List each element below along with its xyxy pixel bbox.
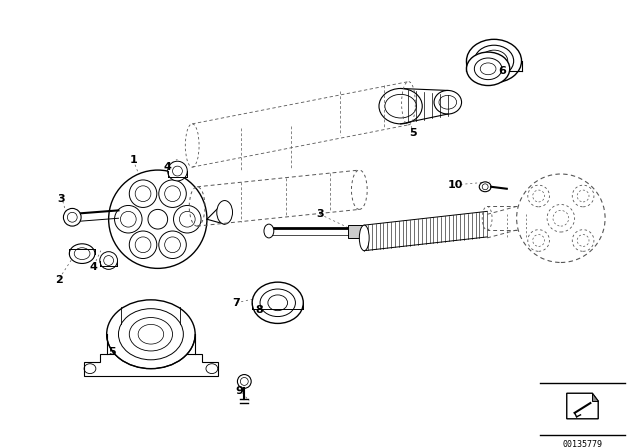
Text: 00135779: 00135779: [563, 440, 602, 448]
Ellipse shape: [168, 161, 188, 181]
Text: 3: 3: [58, 194, 65, 203]
Ellipse shape: [63, 208, 81, 226]
Text: 1: 1: [129, 155, 137, 165]
Ellipse shape: [148, 209, 168, 229]
Text: 5: 5: [410, 128, 417, 138]
Text: 10: 10: [448, 180, 463, 190]
Ellipse shape: [69, 244, 95, 263]
Ellipse shape: [217, 201, 232, 224]
Text: 9: 9: [236, 386, 243, 396]
Ellipse shape: [237, 375, 251, 388]
Polygon shape: [592, 393, 598, 401]
Text: 3: 3: [316, 209, 324, 220]
Text: 7: 7: [232, 298, 240, 308]
Text: 5: 5: [108, 347, 115, 357]
Polygon shape: [567, 393, 598, 419]
Ellipse shape: [159, 180, 186, 207]
Ellipse shape: [159, 231, 186, 258]
Ellipse shape: [129, 231, 157, 258]
Text: 8: 8: [255, 305, 263, 314]
Polygon shape: [348, 225, 365, 238]
Ellipse shape: [252, 282, 303, 323]
Ellipse shape: [359, 225, 369, 251]
Text: 4: 4: [164, 162, 172, 172]
Ellipse shape: [479, 182, 491, 192]
Polygon shape: [84, 354, 218, 375]
Text: 4: 4: [90, 263, 98, 272]
Ellipse shape: [264, 224, 274, 238]
Ellipse shape: [467, 39, 522, 82]
Ellipse shape: [107, 300, 195, 369]
Text: 6: 6: [498, 66, 506, 76]
Ellipse shape: [173, 206, 201, 233]
Ellipse shape: [379, 88, 422, 124]
Ellipse shape: [467, 52, 509, 86]
Ellipse shape: [100, 252, 118, 269]
Ellipse shape: [109, 170, 207, 268]
Text: 2: 2: [56, 275, 63, 285]
Ellipse shape: [434, 90, 461, 114]
Ellipse shape: [129, 180, 157, 207]
Ellipse shape: [115, 206, 142, 233]
